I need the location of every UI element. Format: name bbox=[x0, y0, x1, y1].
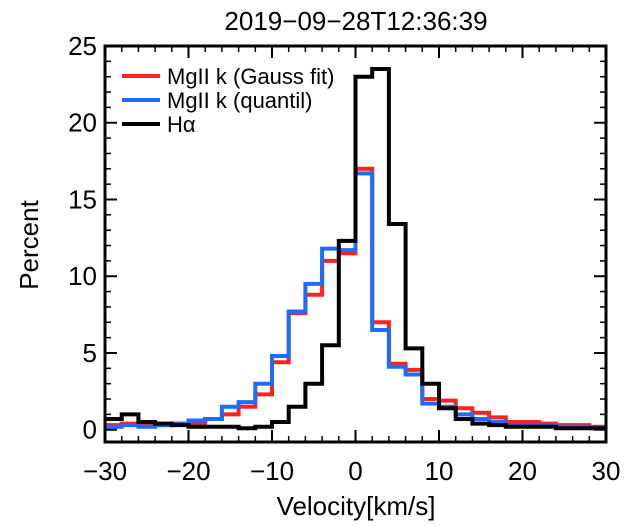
y-tick-label: 0 bbox=[83, 415, 97, 445]
x-tick-label: −10 bbox=[250, 456, 294, 486]
x-axis-label: Velocity[km/s] bbox=[277, 491, 436, 521]
x-tick-label: −30 bbox=[83, 456, 127, 486]
x-tick-label: 10 bbox=[425, 456, 454, 486]
legend-label: MgII k (quantil) bbox=[167, 88, 313, 113]
axis-ticks: −30 −20 −10 0 10 20 30 0 5 10 15 20 25 bbox=[68, 31, 620, 486]
y-tick-label: 25 bbox=[68, 31, 97, 61]
y-axis-label: Percent bbox=[14, 199, 44, 289]
x-tick-label: 30 bbox=[592, 456, 621, 486]
x-tick-label: 20 bbox=[508, 456, 537, 486]
chart-title: 2019−09−28T12:36:39 bbox=[224, 6, 487, 36]
series-line-3 bbox=[105, 67, 606, 431]
x-tick-label: −20 bbox=[166, 456, 210, 486]
plot-frame bbox=[103, 44, 608, 444]
y-tick-label: 15 bbox=[68, 184, 97, 214]
legend-label: Hα bbox=[167, 112, 196, 137]
legend-label: MgII k (Gauss fit) bbox=[167, 64, 334, 89]
legend: MgII k (Gauss fit)MgII k (quantil)Hα bbox=[122, 64, 334, 137]
series-layer bbox=[105, 67, 606, 431]
y-tick-label: 10 bbox=[68, 261, 97, 291]
y-tick-label: 20 bbox=[68, 108, 97, 138]
y-tick-label: 5 bbox=[83, 338, 97, 368]
x-tick-label: 0 bbox=[348, 456, 362, 486]
